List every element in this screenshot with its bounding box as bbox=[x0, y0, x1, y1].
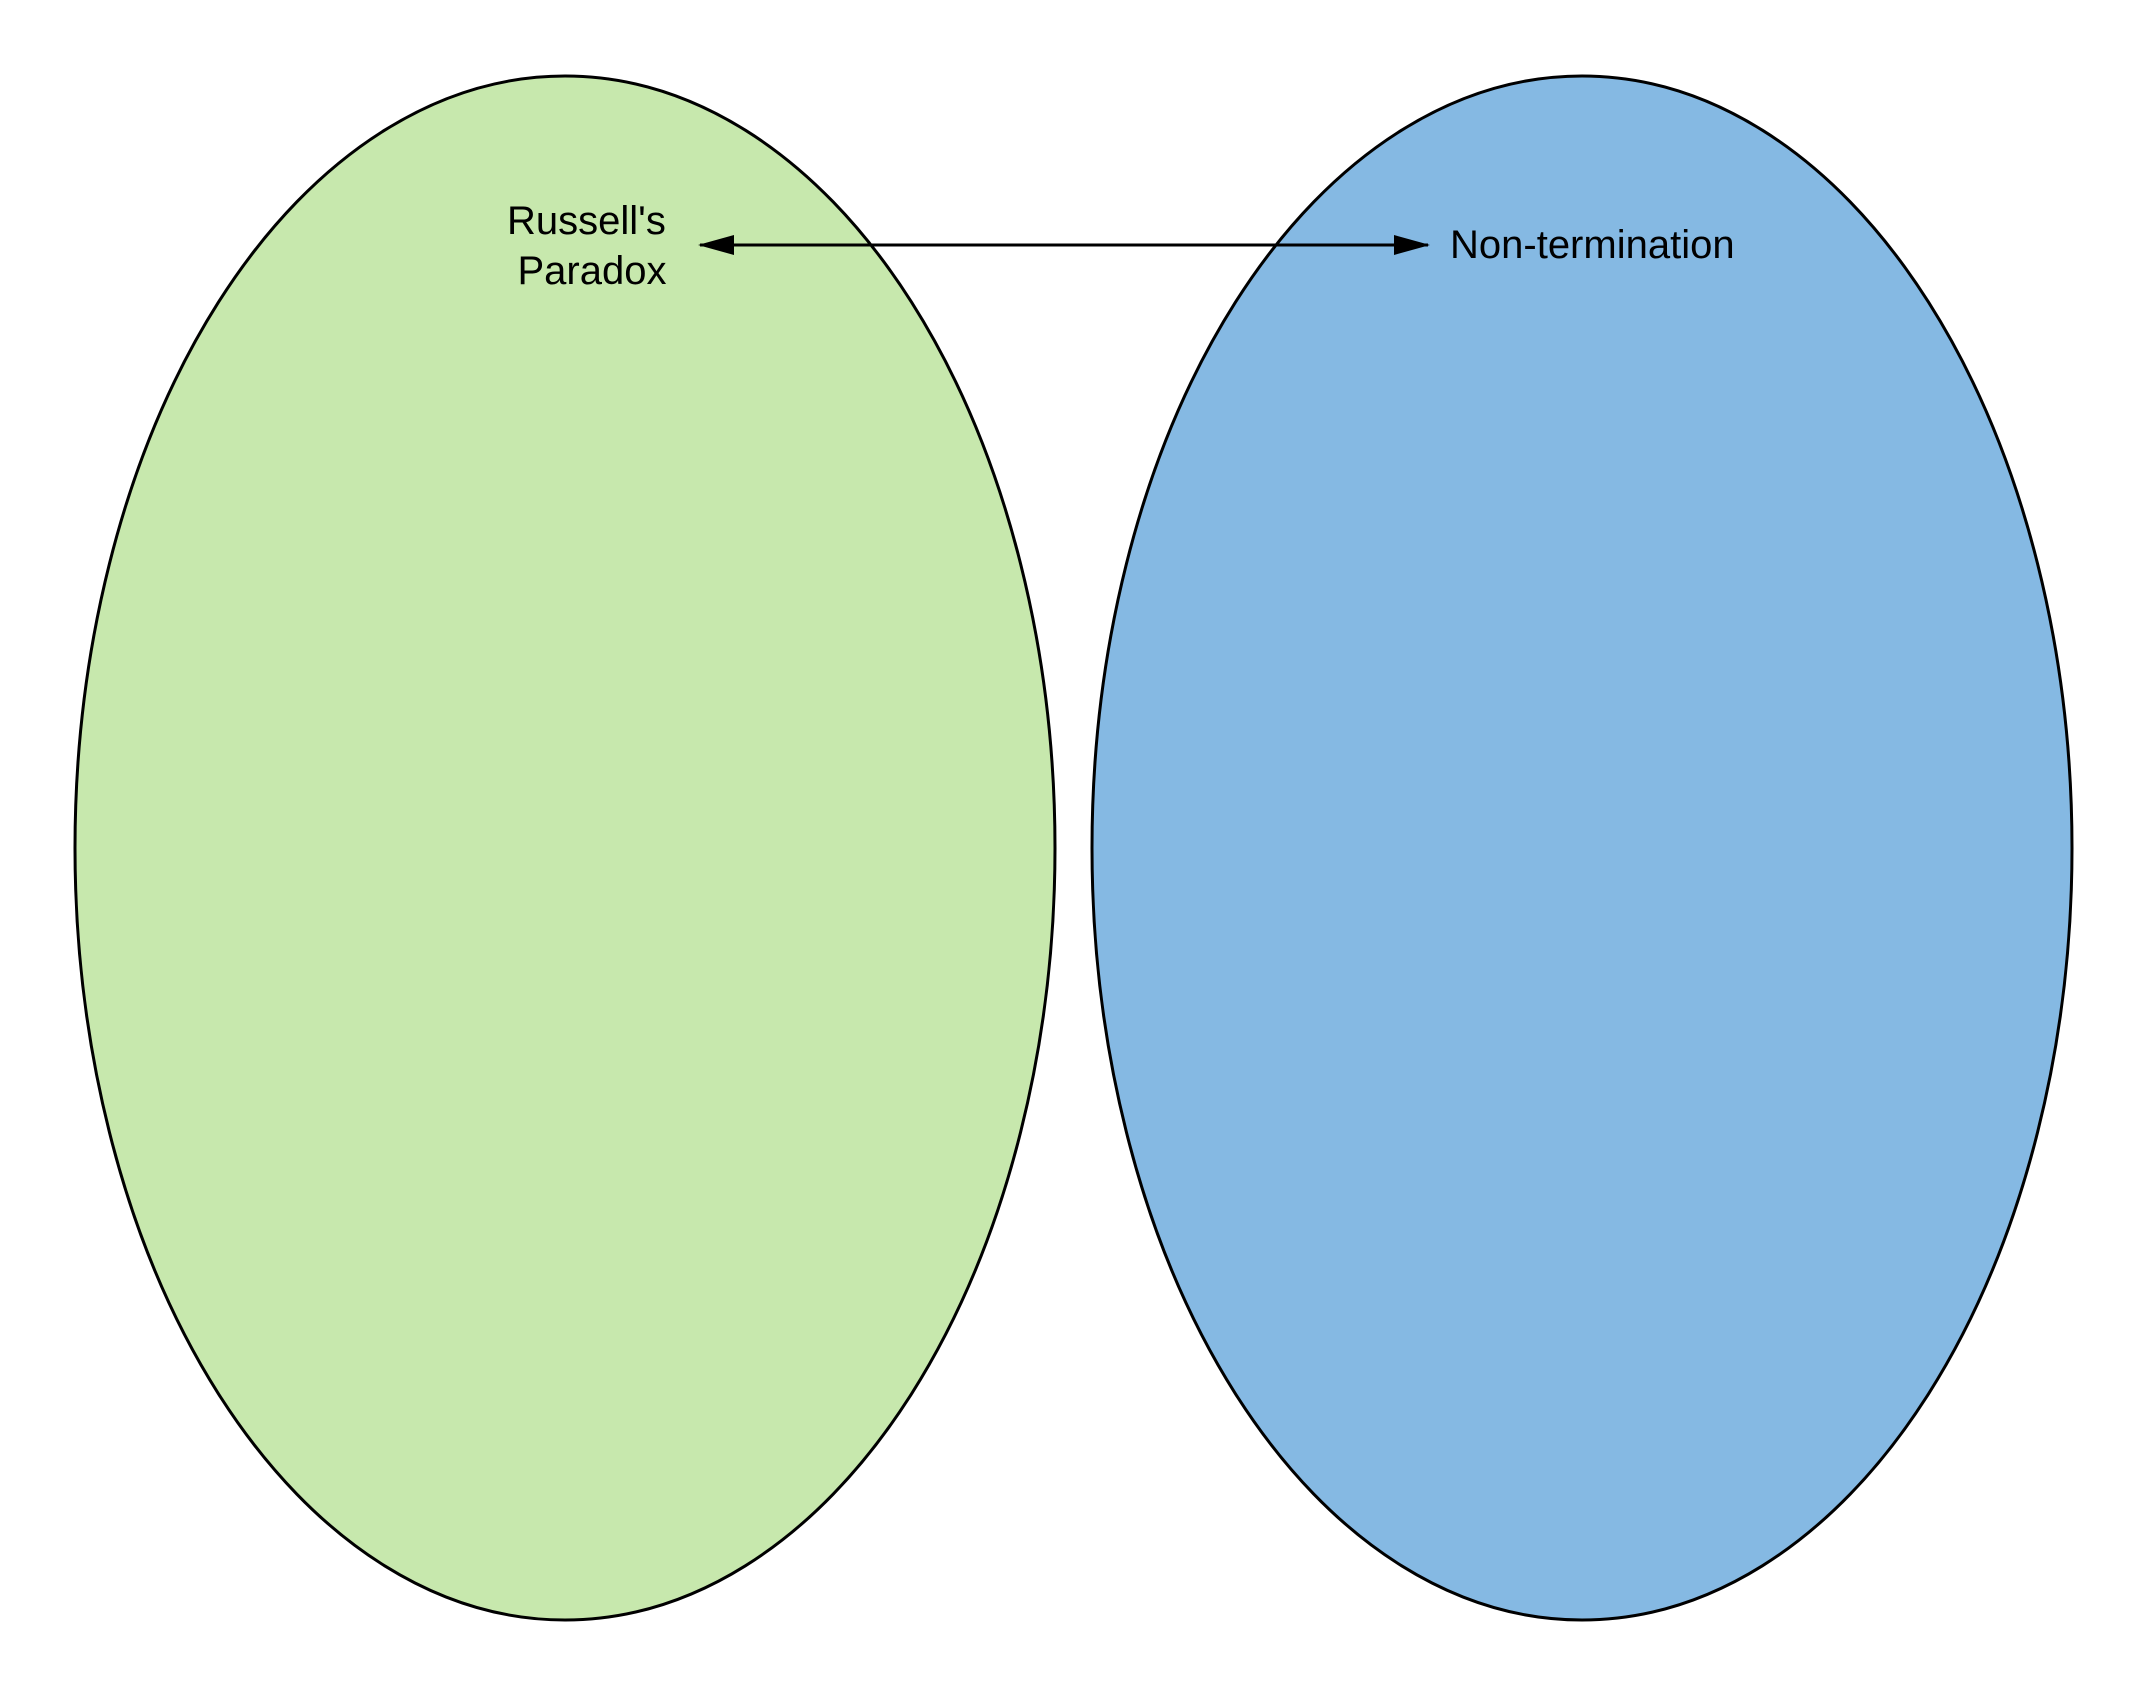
arrowhead-left-icon bbox=[698, 235, 734, 255]
russells-paradox-label-line-1: Russell's bbox=[507, 199, 666, 243]
non-termination-label: Non-termination bbox=[1450, 223, 1735, 267]
arrowhead-right-icon bbox=[1394, 235, 1430, 255]
russells-paradox-label-line-2: Paradox bbox=[518, 249, 667, 293]
left-set-ellipse bbox=[73, 74, 1057, 1622]
right-set-ellipse bbox=[1090, 74, 2074, 1622]
russells-paradox-label: Russell's Paradox bbox=[507, 199, 677, 293]
